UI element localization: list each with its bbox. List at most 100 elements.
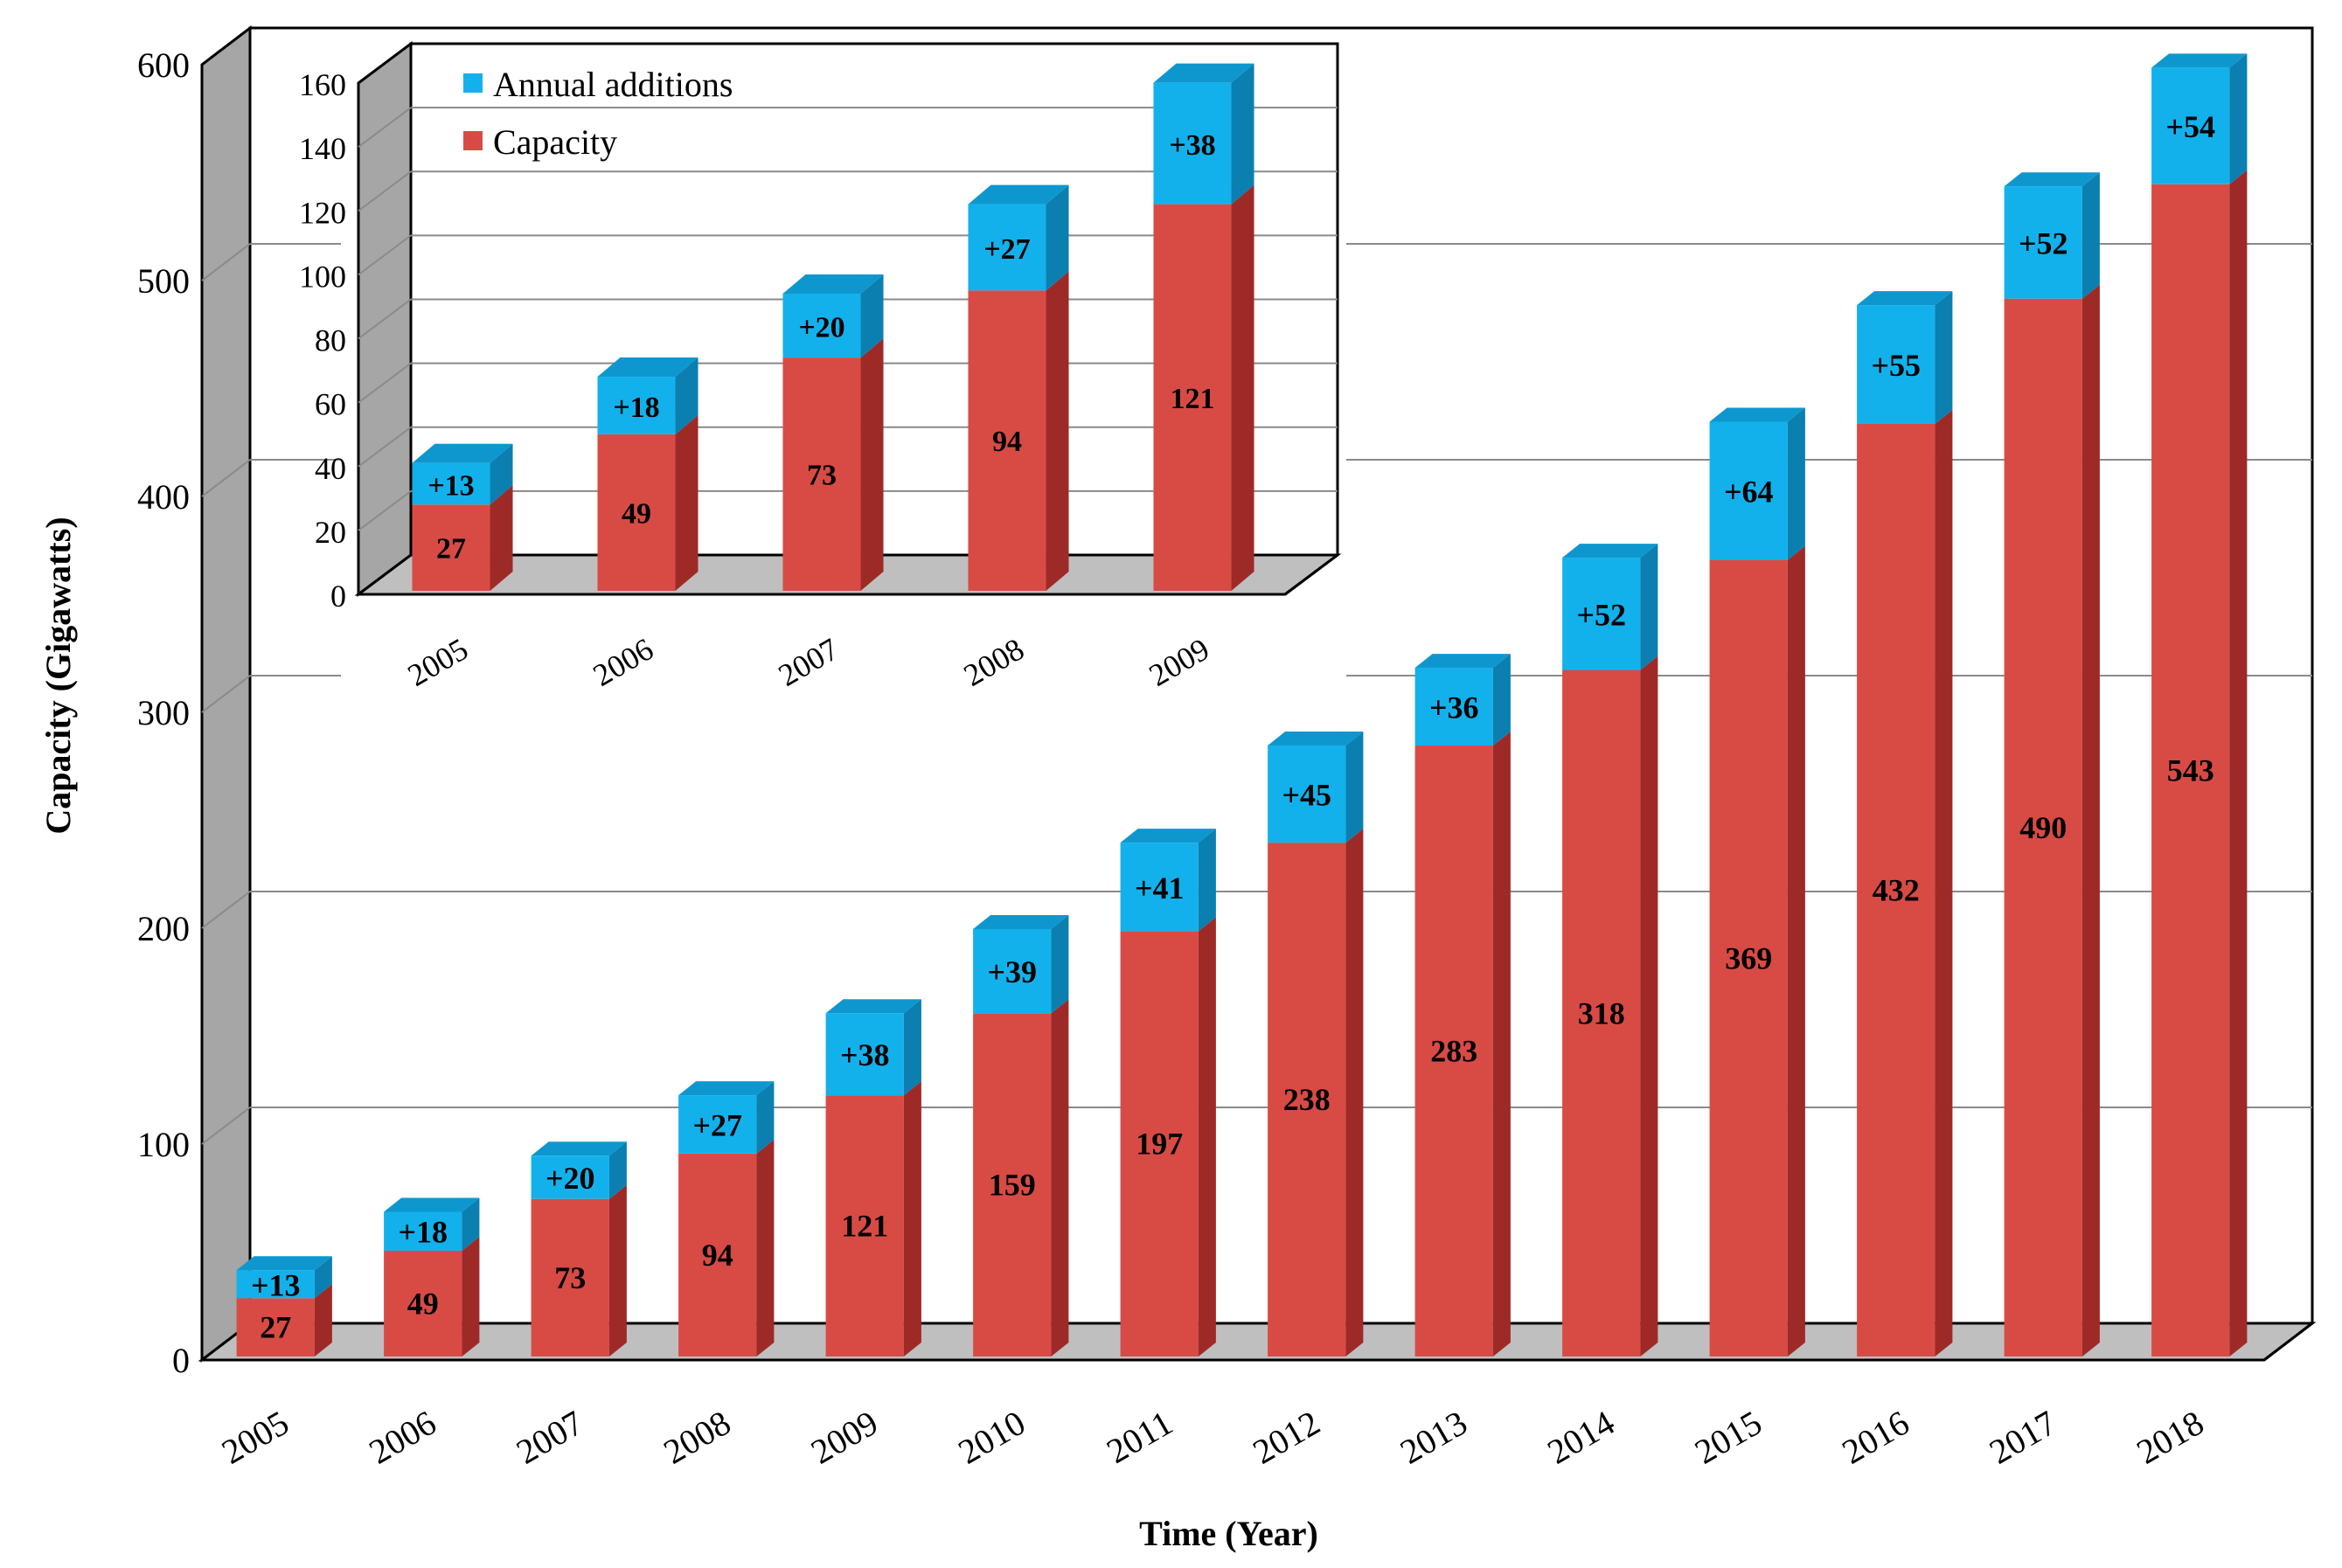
main-x-axis-title: Time (Year) <box>1139 1514 1318 1553</box>
main-additions-data-label: +52 <box>2019 225 2068 260</box>
inset-y-tick-label: 120 <box>299 195 346 230</box>
main-bar-capacity-side <box>608 1184 627 1356</box>
inset-gridline-wall <box>358 490 412 531</box>
main-bar-additions-side <box>1345 731 1364 843</box>
inset-legend-swatch <box>463 131 483 150</box>
main-additions-data-label: +54 <box>2165 109 2215 144</box>
main-bar-capacity <box>2151 184 2230 1356</box>
main-y-axis-title: Capacity (Gigawatts) <box>38 517 78 834</box>
main-bar-additions-top <box>973 914 1069 929</box>
inset-bar-additions <box>782 293 861 358</box>
inset-bar-additions-side <box>675 357 698 434</box>
inset-bar-additions-side <box>1046 184 1069 291</box>
main-bar-additions-top <box>236 1256 332 1271</box>
inset-y-tick-label: 60 <box>315 387 346 422</box>
main-y-tick-label: 400 <box>137 477 190 517</box>
main-y-tick-label: 600 <box>137 45 190 85</box>
main-capacity-data-label: 94 <box>702 1238 733 1273</box>
main-x-tick-label: 2015 <box>1688 1403 1769 1472</box>
main-y-tick-label: 300 <box>137 693 190 732</box>
inset-bar-additions <box>1153 82 1232 205</box>
inset-bar-capacity-side <box>1046 271 1069 591</box>
main-x-tick-label: 2017 <box>1983 1403 2063 1472</box>
main-bar-additions-top <box>531 1141 627 1156</box>
main-x-tick-label: 2006 <box>362 1403 442 1472</box>
main-additions-data-label: +39 <box>987 954 1037 989</box>
main-additions-data-label: +38 <box>840 1037 890 1072</box>
main-bar-capacity-side <box>1640 656 1658 1356</box>
inset-bar-additions <box>597 377 676 434</box>
main-additions-data-label: +18 <box>398 1215 448 1250</box>
main-bar-additions <box>2151 67 2230 184</box>
main-additions-data-label: +13 <box>251 1267 301 1302</box>
main-gridline-wall <box>201 243 251 281</box>
inset-capacity-data-label: 94 <box>992 426 1022 458</box>
main-bar-additions-top <box>678 1081 775 1096</box>
inset-gridline-wall <box>358 170 412 212</box>
main-bar-additions <box>1857 305 1935 424</box>
main-additions-data-label: +45 <box>1282 778 1331 813</box>
main-additions-data-label: +41 <box>1135 871 1185 905</box>
main-gridline-wall <box>201 1107 251 1145</box>
main-bar-additions-side <box>1492 654 1511 746</box>
main-bar-additions-side <box>1051 914 1069 1014</box>
inset-additions-data-label: +20 <box>798 312 844 344</box>
inset-gridline-wall <box>358 107 412 148</box>
main-gridline-wall <box>201 891 251 929</box>
main-bar-capacity <box>1268 843 1346 1356</box>
main-bar-additions <box>2004 186 2082 299</box>
main-bar-capacity <box>2004 298 2082 1357</box>
main-bar-capacity <box>1709 559 1788 1356</box>
main-bar-capacity-side <box>903 1081 921 1356</box>
main-y-tick-label: 500 <box>137 261 190 301</box>
main-bar-capacity <box>825 1095 904 1356</box>
main-floor <box>198 1322 2317 1362</box>
inset-capacity-data-label: 121 <box>1171 383 1215 415</box>
inset-bar-capacity-side <box>860 338 884 591</box>
main-bar-capacity <box>973 1013 1052 1356</box>
inset-bar-capacity-side <box>490 485 513 591</box>
main-bar-additions <box>236 1270 315 1299</box>
main-bar-additions <box>1268 745 1346 843</box>
main-bar-additions-top <box>1268 731 1364 746</box>
main-bar-capacity-side <box>1345 829 1364 1356</box>
inset-bar-additions <box>968 204 1046 291</box>
main-y-tick-label: 200 <box>137 909 190 948</box>
inset-y-tick-label: 20 <box>315 515 346 550</box>
inset-y-tick-label: 80 <box>315 323 346 358</box>
main-capacity-data-label: 238 <box>1283 1082 1331 1117</box>
main-capacity-data-label: 318 <box>1578 996 1625 1030</box>
main-bar-capacity-side <box>2229 170 2248 1356</box>
inset-additions-data-label: +27 <box>983 233 1030 266</box>
main-capacity-data-label: 543 <box>2167 753 2214 787</box>
main-bar-additions <box>384 1211 462 1251</box>
main-bar-additions-top <box>825 999 921 1014</box>
main-bar-additions-side <box>1787 407 1805 560</box>
inset-bar-additions <box>412 462 490 505</box>
inset-capacity-data-label: 27 <box>436 533 466 565</box>
main-bar-capacity-side <box>462 1236 480 1356</box>
inset-bar-capacity <box>782 357 861 591</box>
main-x-tick-label: 2005 <box>215 1403 295 1472</box>
main-bar-capacity-side <box>1492 731 1511 1356</box>
main-bar-additions-top <box>1562 544 1658 559</box>
main-capacity-data-label: 283 <box>1430 1033 1477 1068</box>
main-bar-additions-side <box>608 1141 627 1199</box>
inset-gridline-wall <box>358 298 412 340</box>
main-bar-capacity <box>1562 670 1641 1356</box>
main-additions-data-label: +27 <box>692 1107 742 1142</box>
inset-y-tick-label: 160 <box>299 67 346 102</box>
inset-bar-additions-side <box>1231 63 1254 205</box>
main-additions-data-label: +52 <box>1576 597 1626 632</box>
main-x-tick-label: 2018 <box>2130 1403 2210 1472</box>
inset-additions-data-label: +18 <box>613 392 659 424</box>
main-bar-additions-side <box>462 1197 480 1251</box>
main-x-tick-label: 2014 <box>1540 1403 1621 1472</box>
main-bar-additions <box>825 1013 904 1096</box>
inset-bar-additions-top <box>1153 63 1254 83</box>
main-x-tick-label: 2009 <box>804 1403 885 1472</box>
inset-y-tick-label: 100 <box>299 259 346 294</box>
main-bar-capacity <box>236 1298 315 1356</box>
main-bar-additions-top <box>1414 654 1511 669</box>
main-bar-additions-top <box>384 1197 480 1212</box>
